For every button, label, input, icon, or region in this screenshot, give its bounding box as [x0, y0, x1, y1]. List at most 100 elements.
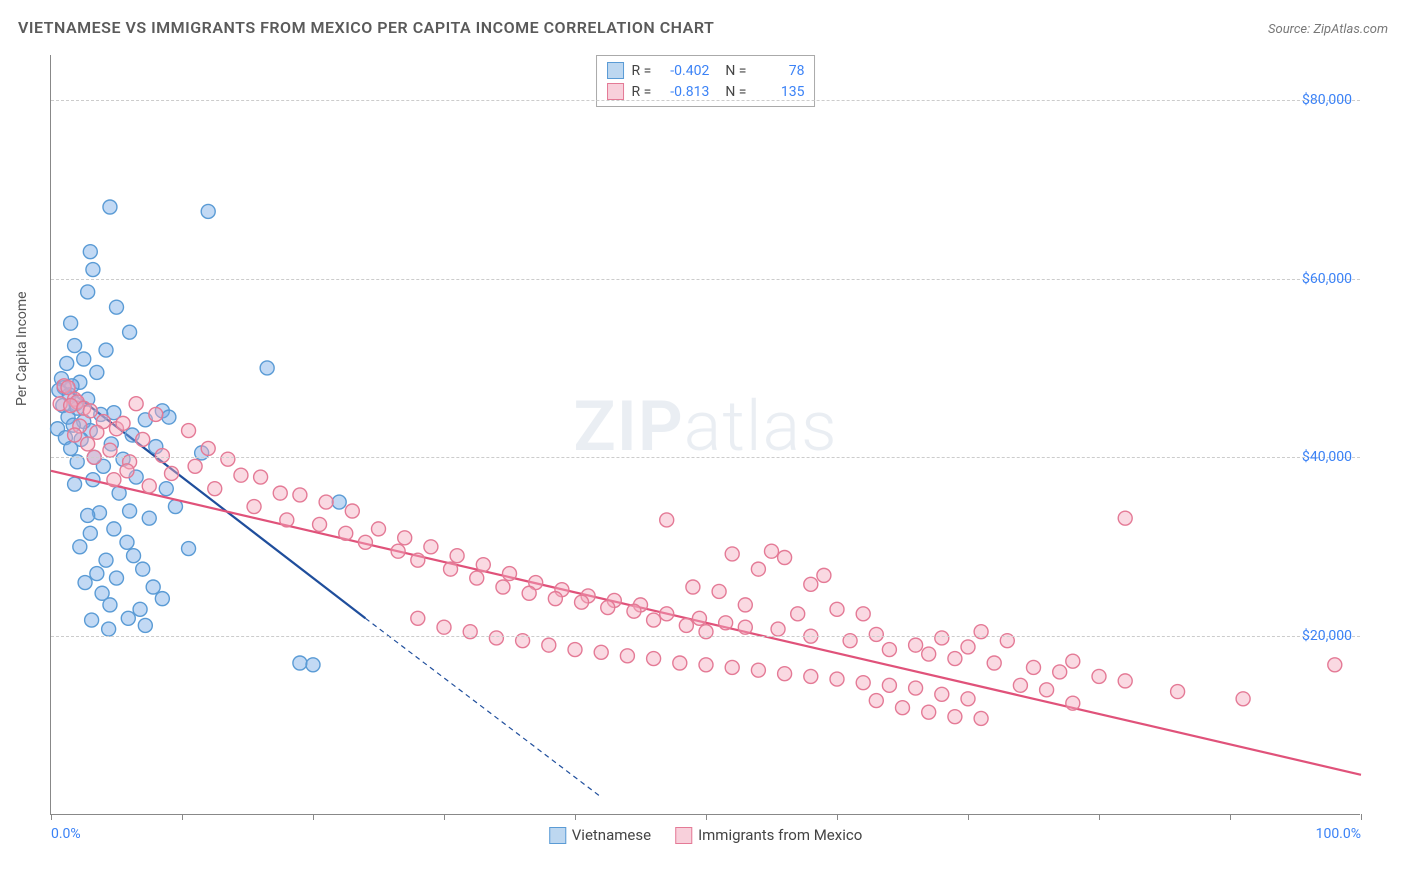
series-legend: Vietnamese Immigrants from Mexico	[549, 826, 863, 844]
data-point	[201, 204, 215, 218]
data-point	[110, 571, 124, 585]
stat-value-r: -0.813	[659, 84, 709, 100]
y-tick-label: $40,000	[1302, 449, 1352, 465]
data-point	[127, 549, 141, 563]
data-point	[64, 398, 78, 412]
data-point	[90, 365, 104, 379]
plot-svg	[51, 55, 1360, 814]
data-point	[107, 522, 121, 536]
data-point	[123, 504, 137, 518]
data-point	[155, 449, 169, 463]
data-point	[280, 513, 294, 527]
data-point	[81, 285, 95, 299]
data-point	[155, 592, 169, 606]
x-tick	[182, 814, 183, 820]
stat-label-r: R =	[632, 63, 652, 79]
data-point	[68, 339, 82, 353]
data-point	[142, 511, 156, 525]
stat-value-r: -0.402	[659, 63, 709, 79]
data-point	[437, 620, 451, 634]
data-point	[575, 595, 589, 609]
data-point	[339, 526, 353, 540]
data-point	[293, 656, 307, 670]
data-point	[103, 598, 117, 612]
data-point	[73, 540, 87, 554]
data-point	[136, 432, 150, 446]
data-point	[856, 676, 870, 690]
data-point	[103, 200, 117, 214]
data-point	[922, 705, 936, 719]
x-tick	[837, 814, 838, 820]
data-point	[627, 604, 641, 618]
data-point	[424, 540, 438, 554]
legend-label: Immigrants from Mexico	[698, 826, 862, 844]
data-point	[679, 618, 693, 632]
data-point	[699, 658, 713, 672]
data-point	[90, 567, 104, 581]
trend-line-extension	[365, 618, 601, 797]
data-point	[142, 479, 156, 493]
legend-item: Immigrants from Mexico	[675, 826, 862, 844]
data-point	[306, 658, 320, 672]
source-label: Source:	[1268, 22, 1313, 37]
data-point	[830, 672, 844, 686]
data-point	[856, 607, 870, 621]
y-axis-label: Per Capita Income	[14, 291, 30, 406]
data-point	[260, 361, 274, 375]
stat-label-n: N =	[725, 84, 746, 100]
data-point	[830, 602, 844, 616]
data-point	[83, 404, 97, 418]
data-point	[935, 687, 949, 701]
data-point	[201, 441, 215, 455]
data-point	[1118, 674, 1132, 688]
data-point	[1118, 511, 1132, 525]
data-point	[882, 643, 896, 657]
data-point	[896, 701, 910, 715]
data-point	[146, 580, 160, 594]
data-point	[182, 424, 196, 438]
grid-line	[51, 636, 1360, 637]
data-point	[1066, 696, 1080, 710]
data-point	[159, 482, 173, 496]
data-point	[935, 631, 949, 645]
data-point	[1066, 654, 1080, 668]
data-point	[1013, 678, 1027, 692]
data-point	[817, 568, 831, 582]
trend-line	[51, 471, 1361, 775]
data-point	[686, 580, 700, 594]
data-point	[922, 647, 936, 661]
data-point	[1040, 683, 1054, 697]
series-swatch	[607, 83, 624, 100]
data-point	[293, 488, 307, 502]
data-point	[60, 356, 74, 370]
data-point	[319, 495, 333, 509]
data-point	[450, 549, 464, 563]
data-point	[771, 622, 785, 636]
data-point	[692, 611, 706, 625]
data-point	[116, 416, 130, 430]
data-point	[107, 473, 121, 487]
x-tick	[1099, 814, 1100, 820]
data-point	[64, 441, 78, 455]
legend-label: Vietnamese	[572, 826, 651, 844]
data-point	[99, 343, 113, 357]
data-point	[738, 620, 752, 634]
data-point	[398, 531, 412, 545]
data-point	[804, 577, 818, 591]
data-point	[68, 477, 82, 491]
data-point	[882, 678, 896, 692]
x-tick	[444, 814, 445, 820]
data-point	[725, 547, 739, 561]
source-value: ZipAtlas.com	[1313, 22, 1388, 37]
source-attribution: Source: ZipAtlas.com	[1268, 18, 1388, 37]
data-point	[647, 652, 661, 666]
x-tick	[1230, 814, 1231, 820]
data-point	[909, 638, 923, 652]
x-tick	[706, 814, 707, 820]
data-point	[99, 553, 113, 567]
data-point	[961, 640, 975, 654]
data-point	[81, 508, 95, 522]
stat-label-n: N =	[725, 63, 746, 79]
data-point	[221, 452, 235, 466]
data-point	[503, 567, 517, 581]
